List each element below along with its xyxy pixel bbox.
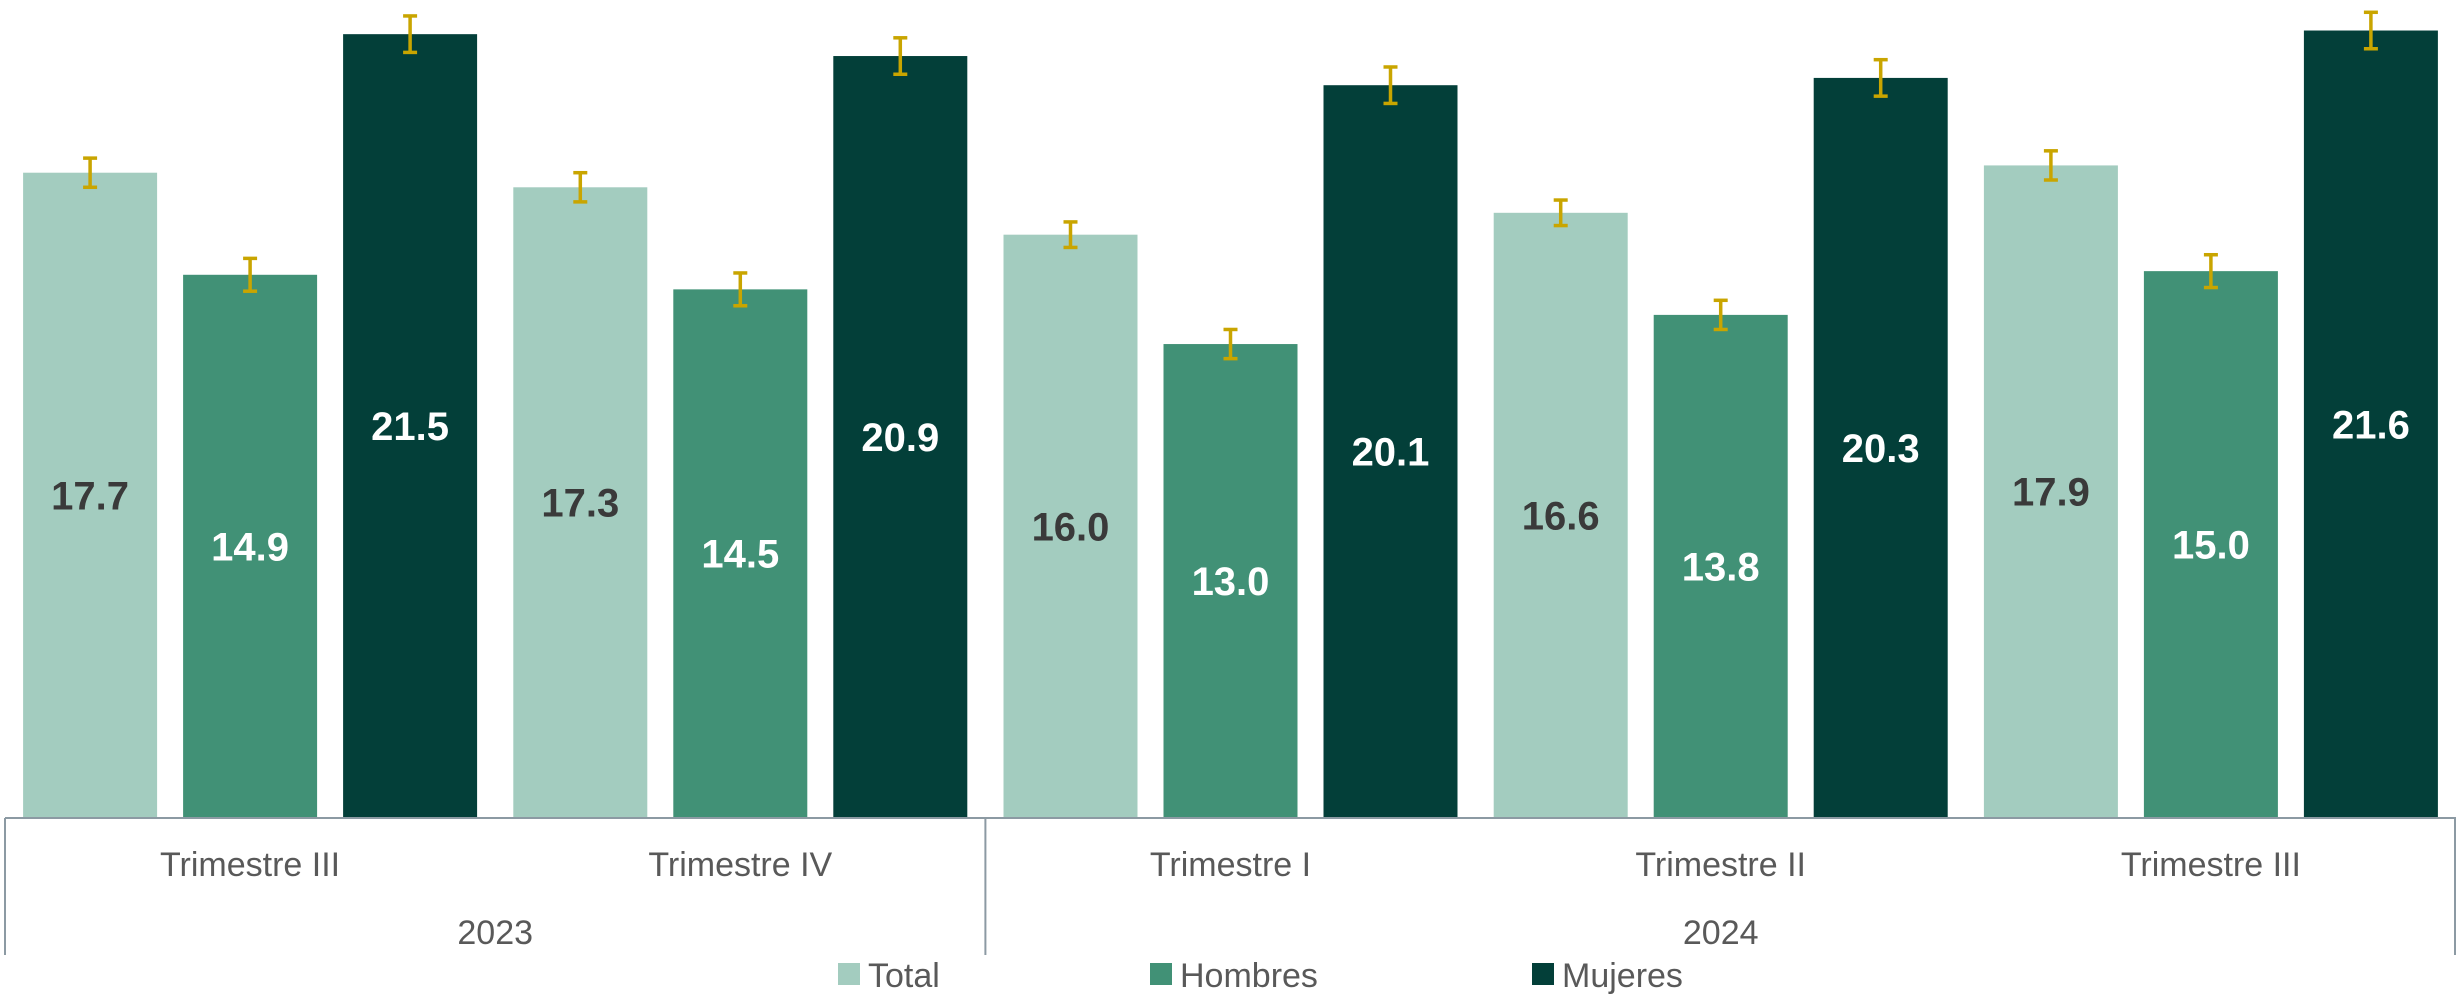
legend-swatch-hombres	[1150, 963, 1172, 985]
bar-hombres-0	[183, 274, 318, 818]
data-label-hombres-2: 13.0	[1192, 560, 1270, 604]
error-bar-hombres-0	[243, 256, 258, 293]
bar-total-3	[1493, 212, 1628, 818]
legend-swatch-mujeres	[1532, 963, 1554, 985]
bar-mujeres-2	[1323, 85, 1458, 818]
legend: Total Hombres Mujeres	[838, 957, 1683, 994]
data-label-mujeres-3: 20.3	[1842, 427, 1920, 471]
error-bar-total-0	[83, 156, 98, 190]
bar-mujeres-3	[1813, 77, 1948, 818]
data-label-mujeres-1: 20.9	[861, 416, 939, 460]
data-label-total-4: 17.9	[2012, 471, 2090, 515]
legend-label-total: Total	[868, 957, 940, 994]
x-tick-label-1: Trimestre IV	[648, 846, 832, 884]
x-tick-label-2: Trimestre I	[1150, 846, 1311, 884]
bar-mujeres-4	[2303, 30, 2438, 818]
bars-layer: 17.7 14.9 21.5 17.3 14.5 20.9 16.0 13.0 20.1 16.6…	[23, 10, 2438, 819]
error-bar-hombres-2	[1223, 327, 1238, 361]
x-axis: Trimestre III Trimestre IV Trimestre I Trim…	[4, 817, 2456, 955]
error-bar-hombres-1	[733, 271, 748, 308]
error-bar-hombres-4	[2203, 252, 2218, 290]
group-label-0: 2023	[457, 914, 533, 952]
x-tick-label-4: Trimestre III	[2121, 846, 2301, 884]
data-label-total-2: 16.0	[1032, 505, 1110, 549]
bar-mujeres-0	[343, 34, 478, 819]
error-bar-hombres-3	[1713, 298, 1728, 332]
bar-hombres-1	[673, 289, 808, 819]
bar-total-0	[23, 172, 158, 818]
error-bar-total-1	[573, 170, 588, 204]
bar-hombres-3	[1653, 314, 1788, 818]
data-label-hombres-0: 14.9	[211, 525, 289, 569]
bar-hombres-2	[1163, 344, 1298, 818]
error-bar-mujeres-2	[1383, 65, 1398, 106]
group-label-1: 2024	[1683, 914, 1759, 952]
data-label-mujeres-4: 21.6	[2332, 403, 2410, 447]
data-label-mujeres-2: 20.1	[1352, 431, 1430, 475]
error-bar-total-2	[1063, 220, 1078, 250]
legend-swatch-total	[838, 963, 860, 985]
data-label-total-3: 16.6	[1522, 494, 1600, 538]
bar-mujeres-1	[833, 56, 968, 819]
data-label-total-1: 17.3	[541, 482, 619, 526]
data-label-total-0: 17.7	[51, 474, 129, 518]
error-bar-total-3	[1553, 198, 1568, 228]
data-label-hombres-4: 15.0	[2172, 524, 2250, 568]
bar-total-1	[513, 187, 648, 819]
error-bar-total-4	[2043, 149, 2058, 182]
error-bar-mujeres-0	[403, 14, 418, 55]
error-bar-mujeres-4	[2363, 10, 2378, 51]
data-label-hombres-1: 14.5	[701, 533, 779, 577]
x-tick-label-3: Trimestre II	[1635, 846, 1806, 884]
bar-total-2	[1003, 234, 1138, 818]
bar-total-4	[1983, 165, 2118, 819]
legend-label-hombres: Hombres	[1180, 957, 1318, 994]
bar-hombres-4	[2143, 271, 2278, 818]
error-bar-mujeres-3	[1873, 57, 1888, 98]
legend-label-mujeres: Mujeres	[1562, 957, 1683, 994]
data-label-hombres-3: 13.8	[1682, 545, 1760, 589]
error-bar-mujeres-1	[893, 36, 908, 77]
data-label-mujeres-0: 21.5	[371, 405, 449, 449]
x-tick-label-0: Trimestre III	[160, 846, 340, 884]
